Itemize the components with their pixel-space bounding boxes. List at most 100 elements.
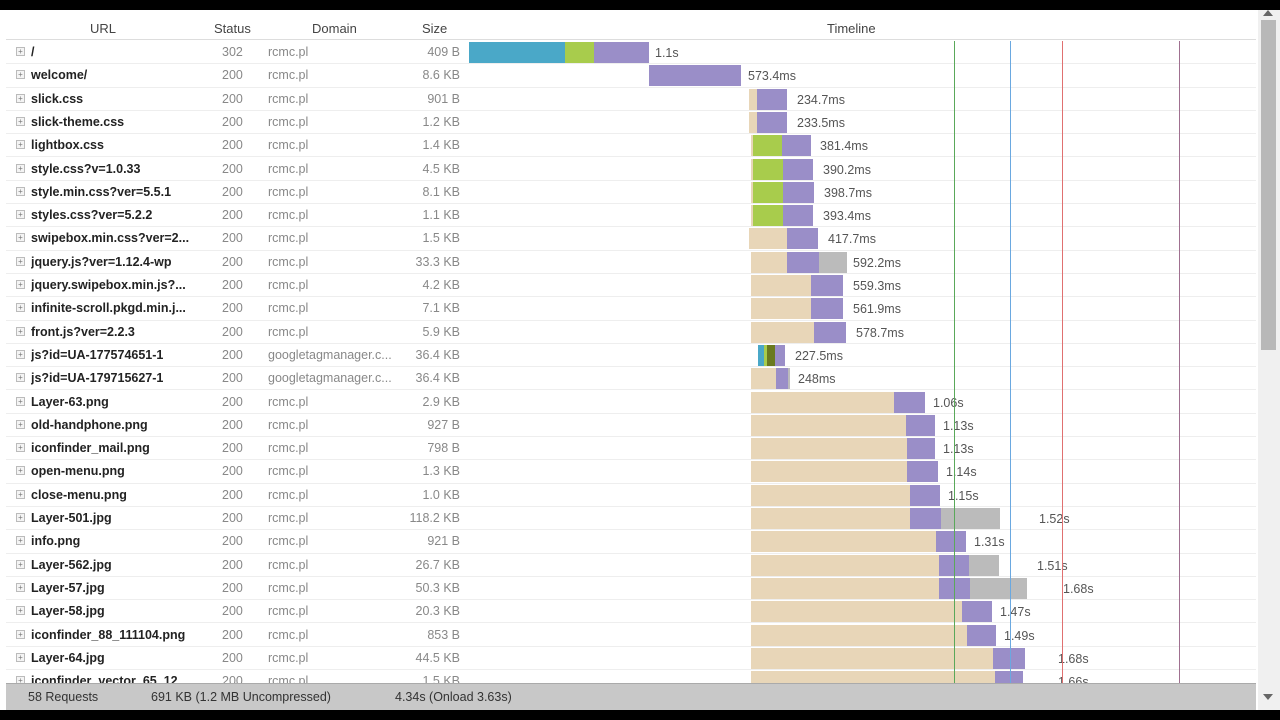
- timeline-segment-wait: [751, 321, 814, 343]
- timeline-bar: 1.14s: [469, 461, 1256, 483]
- table-row[interactable]: + style.min.css?ver=5.5.1 200 rcmc.pl 8.1 KB…: [6, 181, 1256, 205]
- request-status: 200: [222, 114, 243, 129]
- timeline-bar: 1.52s: [469, 508, 1256, 529]
- timeline-duration: 1.15s: [948, 488, 979, 503]
- table-row[interactable]: + jquery.swipebox.min.js?... 200 rcmc.pl 4.2…: [6, 274, 1256, 298]
- expand-icon[interactable]: +: [16, 513, 25, 522]
- expand-icon[interactable]: +: [16, 559, 25, 569]
- table-row[interactable]: + slick-theme.css 200 rcmc.pl 1.2 KB 233.5ms: [6, 111, 1256, 135]
- request-url: iconfinder_88_111104.png: [31, 627, 186, 642]
- request-size: 853 B: [427, 627, 460, 642]
- table-row[interactable]: + style.css?v=1.0.33 200 rcmc.pl 4.5 KB 390.2…: [6, 158, 1256, 181]
- expand-icon[interactable]: +: [16, 70, 25, 80]
- table-row[interactable]: +/302 rcmc.pl 409 B 1.1s: [6, 41, 1256, 65]
- expand-icon[interactable]: +: [16, 349, 25, 359]
- column-header-size[interactable]: Size: [422, 21, 448, 36]
- vertical-scrollbar[interactable]: [1258, 10, 1280, 710]
- expand-icon[interactable]: +: [16, 116, 25, 126]
- scroll-up-icon[interactable]: [1263, 10, 1273, 16]
- table-row[interactable]: + Layer-562.jpg 200 rcmc.pl 26.7 KB 1.51s: [6, 554, 1256, 577]
- column-header-url[interactable]: URL: [90, 21, 117, 36]
- timeline-segment-wait: [751, 577, 939, 599]
- expand-icon[interactable]: +: [16, 47, 25, 56]
- table-row[interactable]: + Layer-63.png 200 rcmc.pl 2.9 KB 1.06s: [6, 391, 1256, 414]
- timeline-duration: 1.68s: [1058, 651, 1089, 666]
- expand-icon[interactable]: +: [16, 280, 25, 289]
- timeline-bar: 561.9ms: [469, 298, 1256, 320]
- timeline-segment-dark: [767, 344, 775, 366]
- scrollbar-thumb[interactable]: [1261, 20, 1276, 350]
- request-url: styles.css?ver=5.2.2: [31, 208, 153, 223]
- table-row[interactable]: + Layer-64.jpg 200 rcmc.pl 44.5 KB 1.68s: [6, 647, 1256, 671]
- table-row[interactable]: + lightbox.css 200 rcmc.pl 1.4 KB 381.4ms: [6, 134, 1256, 158]
- request-url: jquery.swipebox.min.js?...: [31, 278, 186, 292]
- table-row[interactable]: + old-handphone.png 200 rcmc.pl 927 B 1.13s: [6, 414, 1256, 438]
- timeline-bar: 559.3ms: [469, 275, 1256, 296]
- table-row[interactable]: + iconfinder_vector_65_12... 200 rcmc.pl 1.5…: [6, 670, 1256, 684]
- table-row[interactable]: + infinite-scroll.pkgd.min.j... 200 rcmc.pl…: [6, 297, 1256, 321]
- table-row[interactable]: + js?id=UA-177574651-1 200 googletagmanager…: [6, 344, 1256, 368]
- expand-icon[interactable]: +: [16, 419, 25, 429]
- table-row[interactable]: + styles.css?ver=5.2.2 200 rcmc.pl 1.1 KB 393…: [6, 204, 1256, 228]
- expand-icon[interactable]: +: [16, 233, 25, 243]
- table-row[interactable]: + iconfinder_88_111104.png 200 rcmc.pl 853 B…: [6, 624, 1256, 647]
- expand-icon[interactable]: +: [16, 396, 25, 406]
- timeline-segment-wait: [751, 368, 776, 390]
- request-url: slick-theme.css: [31, 114, 125, 129]
- timeline-segment-recv: [649, 65, 741, 87]
- table-row[interactable]: + jquery.js?ver=1.12.4-wp 200 rcmc.pl 33.3 K…: [6, 251, 1256, 274]
- expand-icon[interactable]: +: [16, 373, 25, 383]
- request-size: 26.7 KB: [415, 557, 460, 572]
- timeline-segment-wait: [749, 88, 757, 110]
- expand-icon[interactable]: +: [16, 186, 25, 196]
- table-row[interactable]: + iconfinder_mail.png 200 rcmc.pl 798 B 1.13s: [6, 437, 1256, 461]
- expand-icon[interactable]: +: [16, 466, 25, 476]
- expand-icon[interactable]: +: [16, 256, 25, 266]
- timeline-segment-gray: [788, 368, 790, 390]
- timeline-segment-wait: [751, 461, 907, 483]
- table-row[interactable]: + Layer-58.jpg 200 rcmc.pl 20.3 KB 1.47s: [6, 600, 1256, 624]
- timeline-bar: 1.66s: [469, 671, 1256, 684]
- expand-icon[interactable]: +: [16, 629, 25, 639]
- expand-icon[interactable]: +: [16, 536, 25, 546]
- request-size: 4.5 KB: [422, 161, 460, 176]
- timeline-bar: 248ms: [469, 368, 1256, 390]
- request-status: 200: [222, 161, 243, 176]
- expand-icon[interactable]: +: [16, 210, 25, 220]
- timeline-segment-recv: [907, 461, 938, 483]
- timeline-segment-recv: [910, 484, 940, 506]
- expand-icon[interactable]: +: [16, 606, 25, 616]
- timeline-bar: 1.68s: [469, 577, 1256, 599]
- table-row[interactable]: + welcome/200 rcmc.pl 8.6 KB 573.4ms: [6, 64, 1256, 88]
- scroll-down-icon[interactable]: [1263, 694, 1273, 700]
- request-size: 927 B: [427, 417, 460, 432]
- column-header-status[interactable]: Status: [214, 21, 251, 36]
- request-url: infinite-scroll.pkgd.min.j...: [31, 301, 186, 316]
- timeline-segment-wait: [751, 414, 906, 436]
- expand-icon[interactable]: +: [16, 326, 25, 336]
- expand-icon[interactable]: +: [16, 93, 25, 103]
- expand-icon[interactable]: +: [16, 443, 25, 453]
- requests-count: 58 Requests: [28, 690, 99, 704]
- expand-icon[interactable]: +: [16, 140, 25, 150]
- column-header-timeline[interactable]: Timeline: [827, 21, 876, 36]
- expand-icon[interactable]: +: [16, 582, 25, 592]
- expand-icon[interactable]: +: [16, 652, 25, 662]
- timeline-segment-wait: [751, 205, 753, 227]
- table-row[interactable]: + front.js?ver=2.2.3 200 rcmc.pl 5.9 KB 578.7…: [6, 321, 1256, 344]
- expand-icon[interactable]: +: [16, 489, 25, 499]
- request-status: 200: [222, 347, 243, 362]
- request-status: 200: [222, 650, 243, 665]
- table-row[interactable]: + Layer-501.jpg 200 rcmc.pl 118.2 KB 1.52s: [6, 507, 1256, 531]
- column-header-domain[interactable]: Domain: [312, 21, 357, 36]
- table-row[interactable]: + info.png 200 rcmc.pl 921 B 1.31s: [6, 530, 1256, 554]
- table-row[interactable]: + Layer-57.jpg 200 rcmc.pl 50.3 KB 1.68s: [6, 577, 1256, 601]
- expand-icon[interactable]: +: [16, 303, 25, 313]
- table-row[interactable]: + slick.css 200 rcmc.pl 901 B 234.7ms: [6, 88, 1256, 111]
- expand-icon[interactable]: +: [16, 163, 25, 173]
- table-row[interactable]: + open-menu.png 200 rcmc.pl 1.3 KB 1.14s: [6, 460, 1256, 484]
- table-row[interactable]: + swipebox.min.css?ver=2... 200 rcmc.pl 1.5 …: [6, 227, 1256, 251]
- table-row[interactable]: + close-menu.png 200 rcmc.pl 1.0 KB 1.15s: [6, 484, 1256, 507]
- table-row[interactable]: + js?id=UA-179715627-1 200 googletagmanager…: [6, 367, 1256, 391]
- expand-icon[interactable]: +: [16, 676, 25, 684]
